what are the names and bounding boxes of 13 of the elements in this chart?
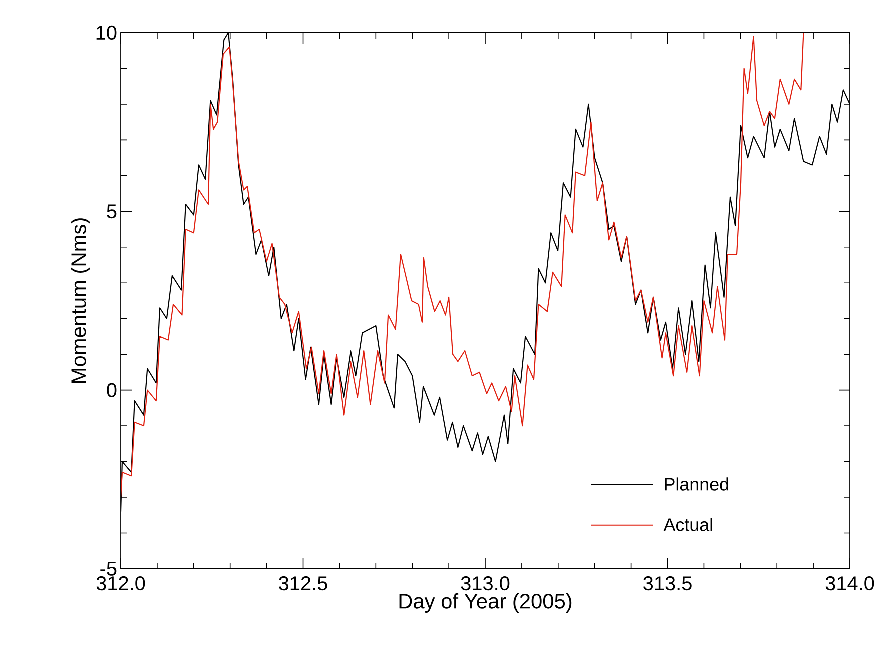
x-tick-label: 312.5 <box>279 576 328 591</box>
y-tick-label: 10 <box>96 26 117 40</box>
legend-label: Planned <box>665 478 728 491</box>
legend-label: Actual <box>664 518 712 532</box>
y-axis-title: Momentum (Nms) <box>71 218 90 383</box>
x-tick-label: 312.0 <box>96 576 146 591</box>
x-tick-label: 313.5 <box>644 576 692 591</box>
y-tick-label: 0 <box>107 383 117 398</box>
x-tick-label: 314.0 <box>826 576 874 591</box>
y-tick-label: -5 <box>100 562 117 576</box>
x-axis-title: Day of Year (2005) <box>400 593 572 613</box>
x-tick-label: 313.0 <box>461 576 510 591</box>
y-tick-label: 5 <box>107 204 117 219</box>
